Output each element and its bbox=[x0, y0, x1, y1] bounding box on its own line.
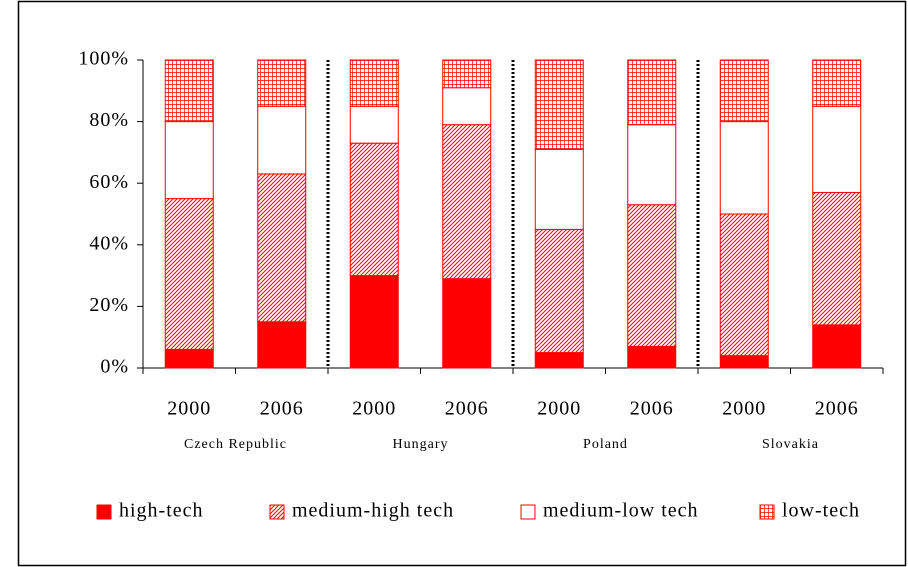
bar-segment bbox=[719, 355, 769, 369]
bar-segment bbox=[442, 59, 492, 89]
legend-swatch bbox=[520, 504, 536, 520]
legend-label: low-tech bbox=[782, 500, 860, 522]
group-label: Slovakia bbox=[762, 437, 819, 452]
bar-segment bbox=[627, 124, 677, 206]
y-tick-label: 0% bbox=[100, 356, 129, 378]
bar-segment bbox=[257, 173, 307, 323]
bar-segment bbox=[719, 213, 769, 357]
bar-segment bbox=[164, 59, 214, 123]
bar-segment bbox=[719, 121, 769, 215]
bar-segment bbox=[164, 198, 214, 351]
legend-swatch bbox=[269, 504, 285, 520]
bar-segment bbox=[812, 324, 862, 369]
bar-segment bbox=[349, 59, 399, 107]
bar-segment bbox=[534, 352, 584, 369]
x-tick-label: 2006 bbox=[815, 398, 859, 420]
y-tick-label: 40% bbox=[89, 232, 129, 254]
bar-segment bbox=[257, 59, 307, 107]
legend-swatch bbox=[759, 504, 775, 520]
bar-segment bbox=[812, 105, 862, 193]
y-tick-label: 100% bbox=[78, 48, 129, 70]
legend-label: high-tech bbox=[119, 500, 204, 522]
bar-segment bbox=[442, 278, 492, 369]
bar-segment bbox=[627, 345, 677, 369]
bar-segment bbox=[442, 87, 492, 126]
bar-segment bbox=[257, 105, 307, 175]
bar-segment bbox=[534, 148, 584, 230]
x-tick-label: 2006 bbox=[445, 398, 489, 420]
y-tick-label: 80% bbox=[89, 109, 129, 131]
x-tick-label: 2000 bbox=[537, 398, 581, 420]
legend-label: medium-high tech bbox=[292, 500, 454, 522]
bar-segment bbox=[627, 204, 677, 347]
group-label: Czech Republic bbox=[184, 437, 287, 452]
bar-segment bbox=[349, 275, 399, 369]
bar-segment bbox=[164, 349, 214, 369]
frame bbox=[17, 0, 907, 567]
x-tick-label: 2000 bbox=[722, 398, 766, 420]
x-tick-label: 2006 bbox=[630, 398, 674, 420]
x-tick-label: 2000 bbox=[352, 398, 396, 420]
y-tick-label: 20% bbox=[89, 294, 129, 316]
group-label: Poland bbox=[583, 437, 628, 452]
x-tick-label: 2000 bbox=[167, 398, 211, 420]
bar-segment bbox=[627, 59, 677, 126]
group-label: Hungary bbox=[393, 437, 449, 452]
bar-segment bbox=[719, 59, 769, 123]
bar-segment bbox=[812, 59, 862, 107]
bar-segment bbox=[812, 191, 862, 326]
bar-segment bbox=[534, 59, 584, 150]
bar-segment bbox=[349, 142, 399, 277]
bar-segment bbox=[349, 105, 399, 144]
x-tick-label: 2006 bbox=[260, 398, 304, 420]
bar-segment bbox=[442, 124, 492, 280]
legend-swatch bbox=[96, 504, 112, 520]
legend-label: medium-low tech bbox=[543, 500, 699, 522]
bar-segment bbox=[164, 121, 214, 200]
bar-segment bbox=[534, 228, 584, 354]
y-tick-label: 60% bbox=[89, 171, 129, 193]
bar-segment bbox=[257, 321, 307, 369]
